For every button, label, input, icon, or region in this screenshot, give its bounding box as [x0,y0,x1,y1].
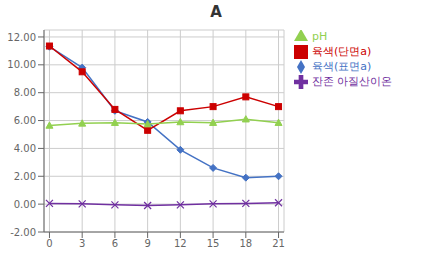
html-text:잔존 아질산이온: 잔존 아질산이온 [312,75,393,88]
svg-text:4.00: 4.00 [14,143,36,154]
svg-text:15: 15 [207,238,220,249]
html-text:A: A [210,3,222,21]
svg-text:0.00: 0.00 [14,199,36,210]
svg-text:10.00: 10.00 [8,59,36,70]
svg-text:0: 0 [46,238,52,249]
svg-text:12.00: 12.00 [8,32,36,43]
svg-text:6.00: 6.00 [14,115,36,126]
html-text:pH: pH [312,30,328,43]
svg-text:12: 12 [174,238,187,249]
svg-text:-2.00: -2.00 [10,227,36,238]
svg-text:6: 6 [112,238,118,249]
svg-text:2.00: 2.00 [14,171,36,182]
html-text:육색(표면a): 육색(표면a) [312,60,372,73]
svg-text:18: 18 [239,238,252,249]
html-text:육색(단면a): 육색(단면a) [312,45,372,58]
svg-text:21: 21 [272,238,285,249]
svg-text:8.00: 8.00 [14,87,36,98]
svg-text:3: 3 [79,238,85,249]
svg-text:9: 9 [144,238,150,249]
